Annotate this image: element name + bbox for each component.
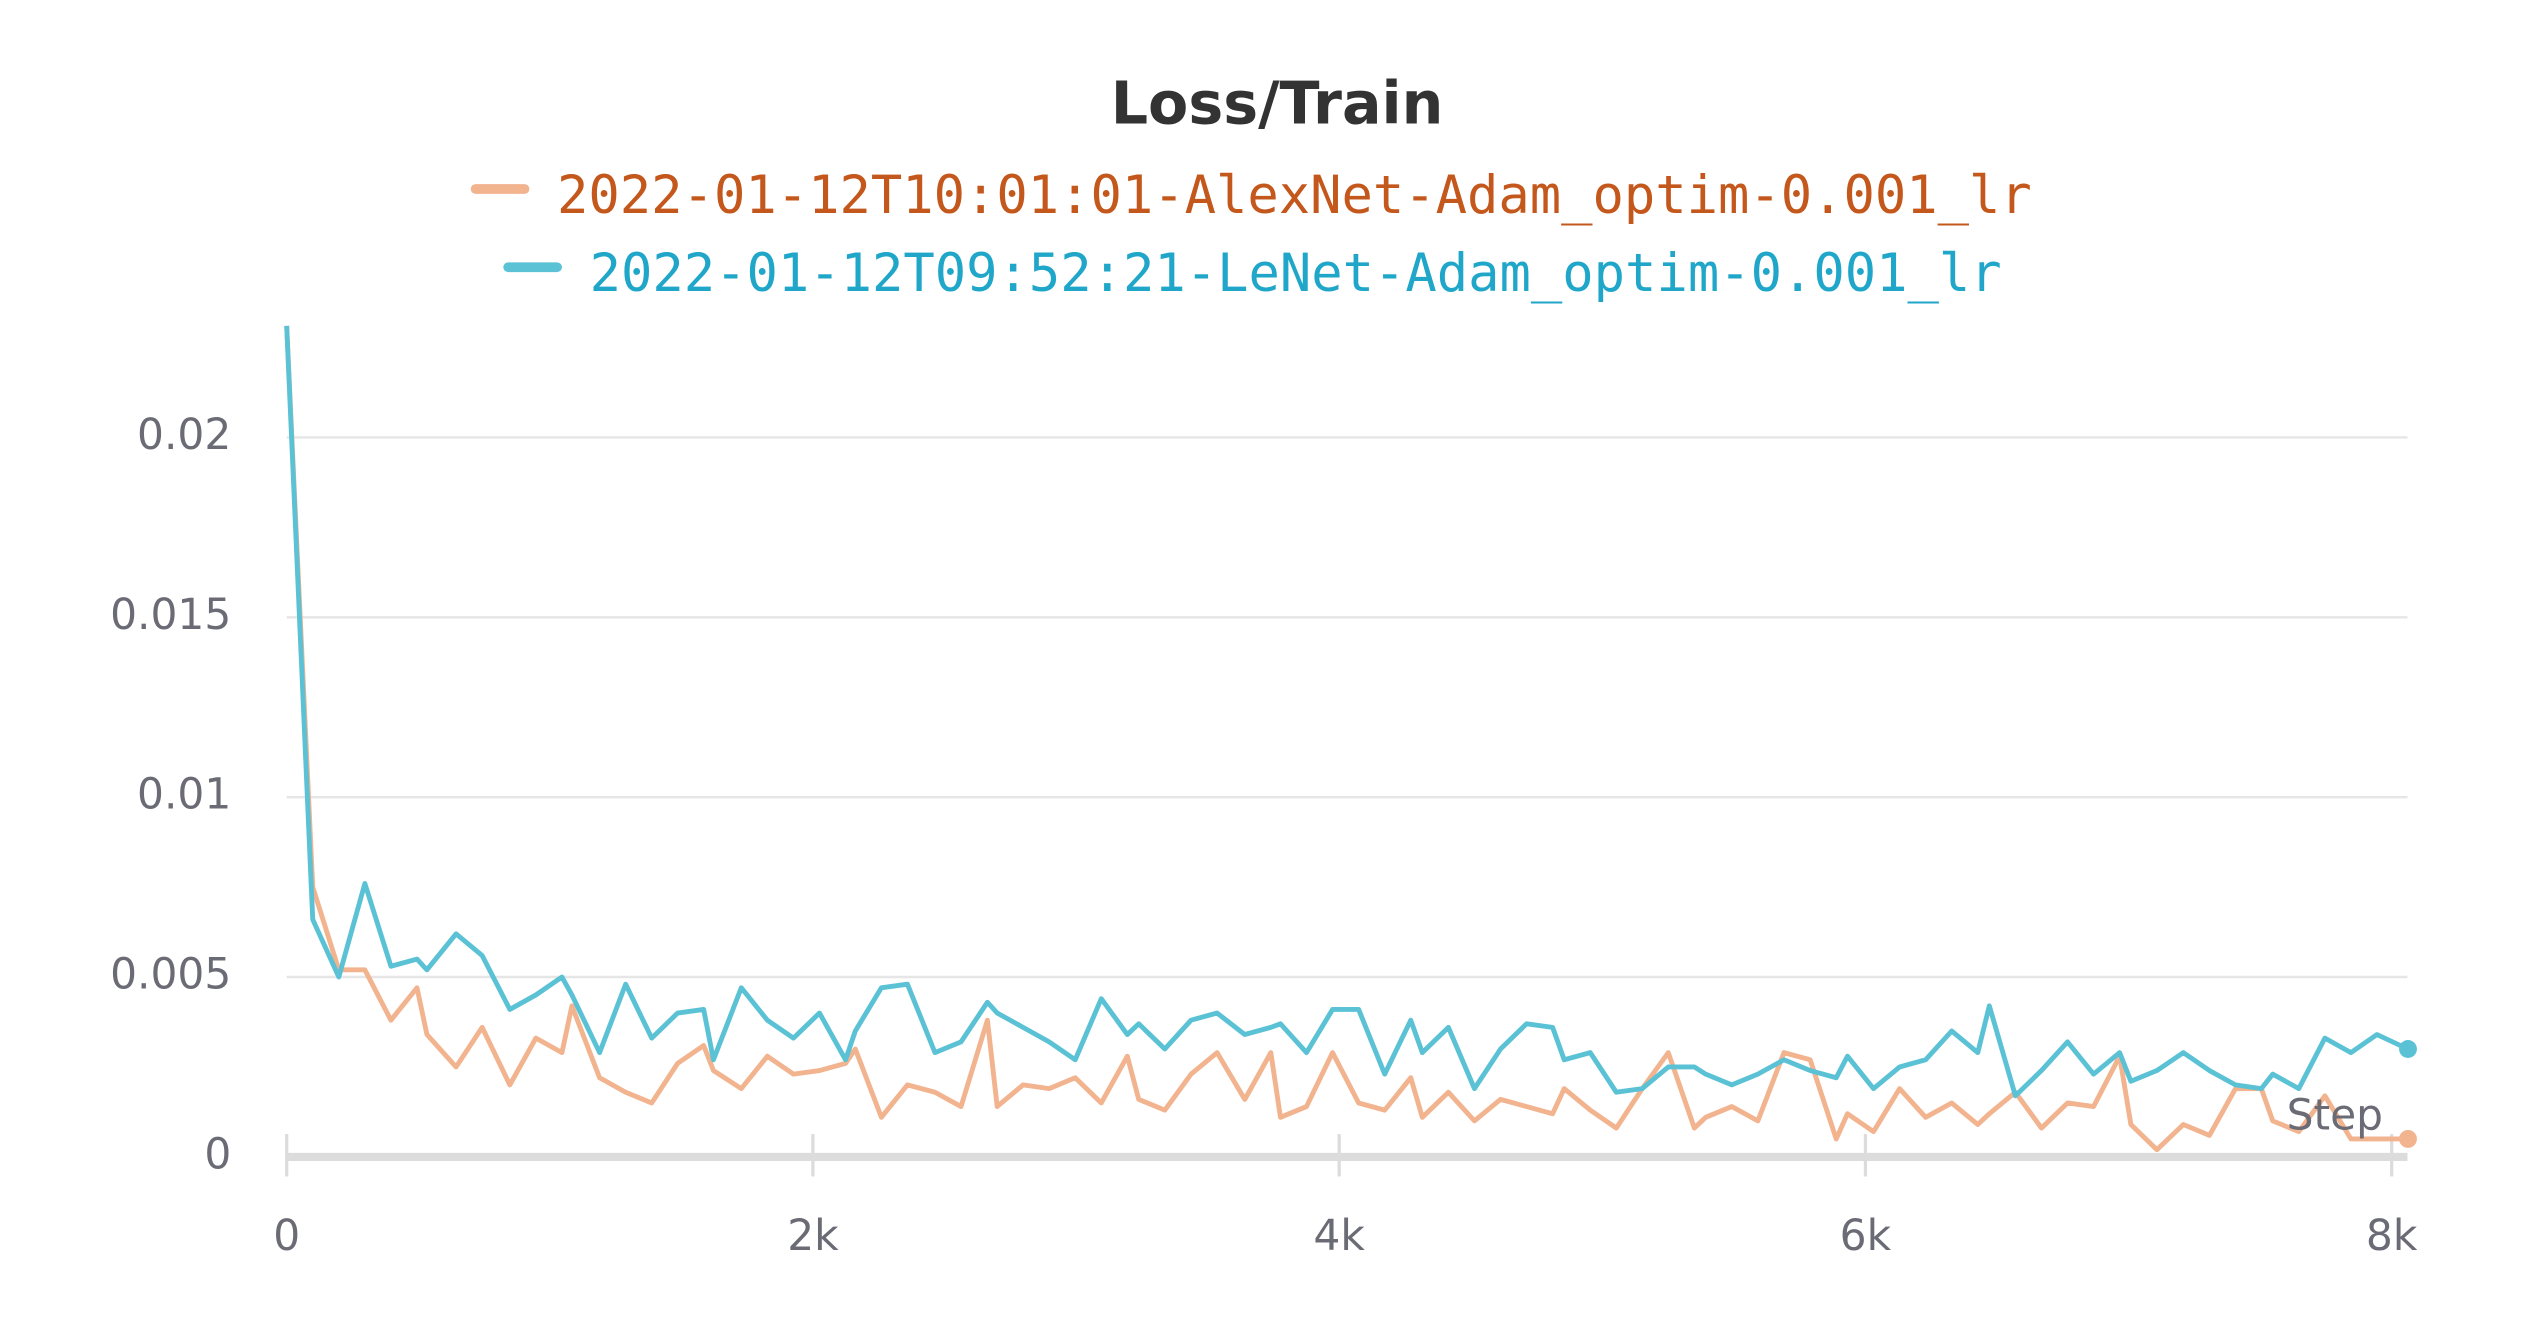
x-tick-label: 8k — [2366, 1211, 2418, 1260]
y-tick-label: 0.01 — [137, 770, 231, 819]
y-tick-label: 0 — [204, 1129, 231, 1178]
x-axis-title: Step — [2287, 1090, 2383, 1139]
series-line — [284, 325, 2408, 1153]
y-tick-label: 0.02 — [137, 410, 231, 459]
y-tick-label: 0.005 — [110, 950, 231, 999]
x-tick-label: 6k — [1840, 1211, 1892, 1260]
y-tick-label: 0.015 — [110, 590, 231, 639]
end-point — [2399, 1040, 2417, 1058]
x-tick-label: 2k — [787, 1211, 839, 1260]
x-tick-label: 4k — [1313, 1211, 1365, 1260]
legend-label: 2022-01-12T09:52:21-LeNet-Adam_optim-0.0… — [590, 244, 2002, 304]
chart-title: Loss/Train — [1111, 70, 1444, 138]
x-tick-label: 0 — [273, 1211, 300, 1260]
end-point — [2399, 1129, 2417, 1148]
legend-label: 2022-01-12T10:01:01-AlexNet-Adam_optim-0… — [557, 166, 2032, 226]
series-line — [284, 325, 2409, 1099]
